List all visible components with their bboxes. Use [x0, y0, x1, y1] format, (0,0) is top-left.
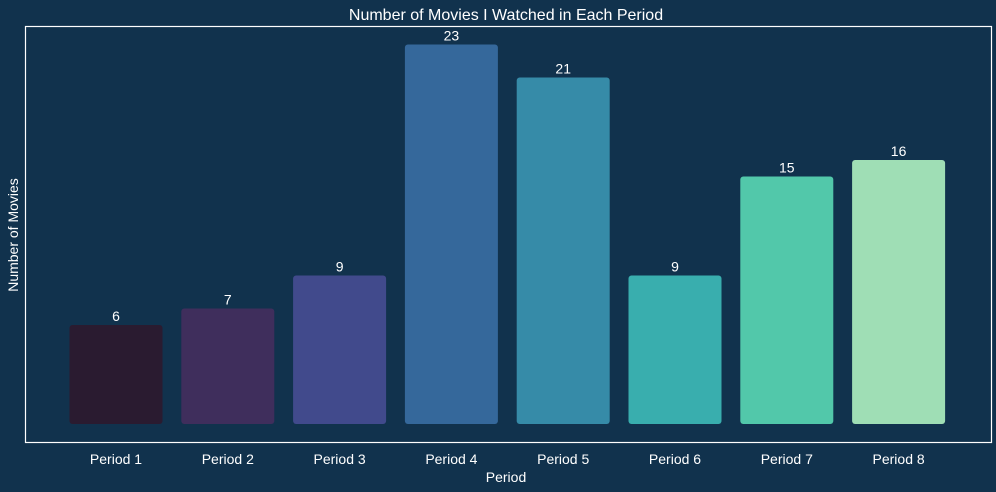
- x-tick-labels-group: Period 1 Period 2 Period 3 Period 4 Period 5…: [90, 451, 925, 467]
- chart-title: Number of Movies I Watched in Each Perio…: [349, 7, 663, 24]
- value-labels-group: 6 7 9 23 21 9 15 16: [112, 28, 906, 325]
- bar-8: [852, 160, 946, 424]
- bar-2: [181, 308, 275, 424]
- value-label-7: 15: [779, 160, 795, 176]
- x-tick-label-8: Period 8: [873, 451, 925, 467]
- value-label-6: 9: [671, 259, 679, 275]
- value-label-4: 23: [444, 28, 460, 44]
- x-tick-label-5: Period 5: [537, 451, 589, 467]
- x-tick-label-6: Period 6: [649, 451, 701, 467]
- bar-6: [628, 275, 722, 424]
- value-label-3: 9: [336, 259, 344, 275]
- x-tick-label-4: Period 4: [425, 451, 477, 467]
- bar-3: [293, 275, 387, 424]
- bar-1: [69, 325, 163, 424]
- value-label-1: 6: [112, 308, 120, 324]
- bar-5: [516, 77, 610, 424]
- x-tick-label-7: Period 7: [761, 451, 813, 467]
- x-tick-label-1: Period 1: [90, 451, 142, 467]
- x-tick-label-3: Period 3: [314, 451, 366, 467]
- value-label-5: 21: [555, 61, 571, 77]
- bar-7: [740, 176, 834, 424]
- x-tick-label-2: Period 2: [202, 451, 254, 467]
- value-label-2: 7: [224, 292, 232, 308]
- bar-4: [404, 44, 498, 424]
- value-label-8: 16: [891, 143, 907, 159]
- x-axis-label: Period: [486, 469, 526, 485]
- y-axis-label: Number of Movies: [5, 178, 21, 292]
- plot-frame: [24, 25, 993, 444]
- bars-group: [69, 44, 946, 424]
